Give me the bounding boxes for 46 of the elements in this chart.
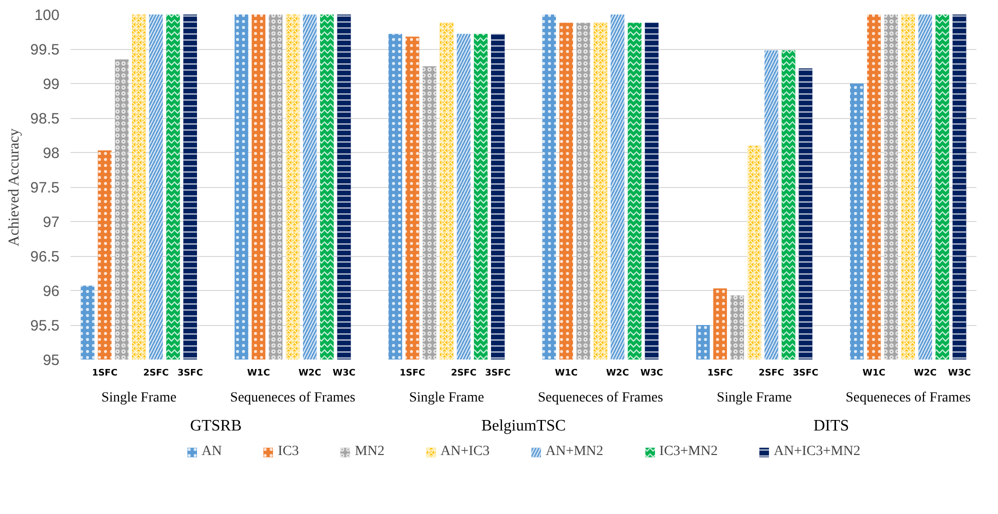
x-tick-label: Single Frame [409, 390, 484, 406]
y-tick-label: 99 [42, 76, 60, 93]
legend-label: AN+IC3 [440, 444, 490, 460]
text: W1C [554, 368, 578, 378]
text: 2SFC [143, 368, 170, 378]
y-tick-label: 95 [42, 352, 60, 369]
y-tick-label: 96 [42, 283, 60, 300]
y-tick-label: 97.5 [30, 180, 60, 196]
text: W3C [640, 368, 664, 378]
y-tick-label: 97 [42, 214, 60, 231]
text: W3C [948, 368, 972, 378]
text: GTSRB [190, 418, 242, 434]
text: 2SFC [758, 368, 785, 378]
text: 1SFC [400, 368, 426, 378]
text: DITS [813, 418, 850, 434]
text: W2C [606, 368, 630, 378]
text: 3SFC [177, 368, 204, 378]
text: 3SFC [485, 368, 512, 378]
legend-label: IC3+MN2 [659, 444, 718, 460]
legend-label: MN2 [354, 444, 384, 460]
text: W1C [247, 368, 270, 378]
x-tick-label: Single Frame [716, 390, 792, 406]
text: BelgiumTSC [481, 418, 566, 434]
x-tick-label: Sequeneces of Frames [230, 390, 356, 406]
text: 1SFC [707, 368, 734, 378]
x-tick-label: Sequeneces of Frames [538, 390, 664, 406]
x-tick-label: Single Frame [101, 390, 176, 406]
text: W3C [332, 368, 356, 378]
text: 2SFC [450, 368, 477, 378]
text: W2C [298, 368, 322, 378]
x-tick-label: Sequeneces of Frames [846, 390, 971, 406]
y-tick-label: 99.5 [30, 42, 60, 58]
y-tick-label: 98.5 [30, 110, 60, 128]
legend-label: AN+IC3+MN2 [774, 444, 860, 460]
text: 3SFC [792, 368, 819, 378]
y-tick-label: 95.5 [30, 318, 60, 334]
legend-label: IC3 [278, 444, 299, 460]
y-axis-title: Achieved Accuracy [6, 128, 22, 246]
y-tick-label: 100 [34, 7, 60, 24]
y-tick-label: 98 [42, 145, 60, 162]
text: W2C [914, 368, 938, 378]
y-tick-label: 96.5 [30, 248, 60, 266]
legend-label: AN [202, 444, 222, 460]
legend-label: AN+MN2 [546, 444, 604, 460]
text: W1C [862, 368, 886, 378]
text: 1SFC [92, 368, 118, 378]
